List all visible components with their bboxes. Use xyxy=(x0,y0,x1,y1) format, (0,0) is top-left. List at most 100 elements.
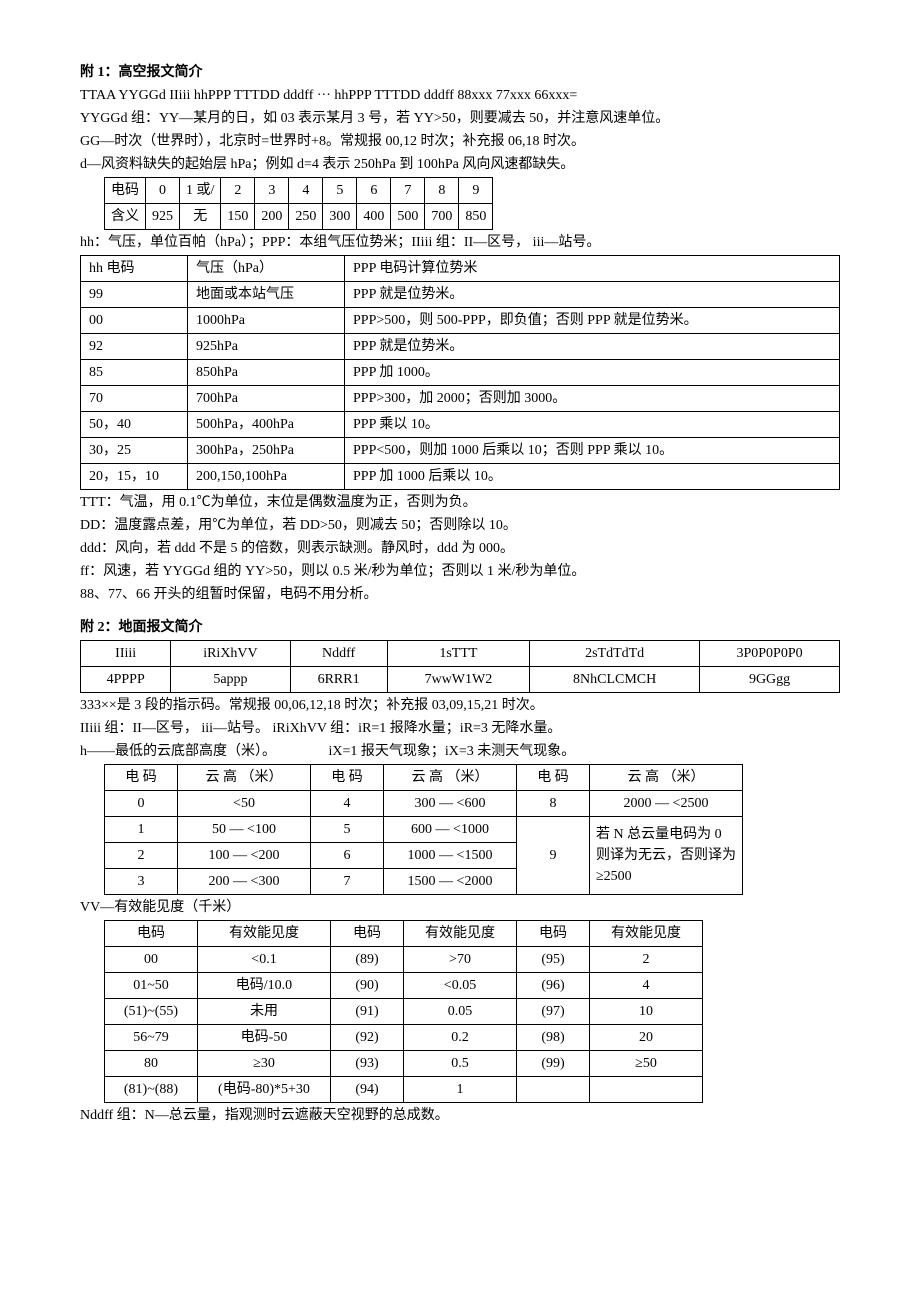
vv20: (51)~(55) xyxy=(105,999,198,1025)
vv01: <0.1 xyxy=(198,947,331,973)
hhr12: PPP>500，则 500-PPP，即负值；否则 PPP 就是位势米。 xyxy=(345,308,840,334)
hhr31: 850hPa xyxy=(188,360,345,386)
sg02: Nddff xyxy=(290,641,387,667)
hhr52: PPP 乘以 10。 xyxy=(345,412,840,438)
t1r7: 400 xyxy=(357,204,391,230)
t1r1: 925 xyxy=(146,204,180,230)
vv31: 电码-50 xyxy=(198,1025,331,1051)
visibility-table: 电码 有效能见度 电码 有效能见度 电码 有效能见度 00<0.1(89)>70… xyxy=(104,920,703,1103)
hhr10: 00 xyxy=(81,308,188,334)
vv33: 0.2 xyxy=(404,1025,517,1051)
hhr60: 30，25 xyxy=(81,438,188,464)
t1h0: 电码 xyxy=(105,178,146,204)
chr-merge9: 9 xyxy=(517,817,590,895)
t1r3: 150 xyxy=(221,204,255,230)
chr13: 600 — <1000 xyxy=(384,817,517,843)
vv30: 56~79 xyxy=(105,1025,198,1051)
t1r0: 含义 xyxy=(105,204,146,230)
sec1-title: 附 1：高空报文简介 xyxy=(80,62,840,83)
s1tail1: DD：温度露点差，用℃为单位，若 DD>50，则减去 50；否则除以 10。 xyxy=(80,515,840,536)
vv43: 0.5 xyxy=(404,1051,517,1077)
hhr72: PPP 加 1000 后乘以 10。 xyxy=(345,464,840,490)
sec1-line1: TTAA YYGGd IIiii hhPPP TTTDD dddff ··· h… xyxy=(80,85,840,106)
t1r6: 300 xyxy=(323,204,357,230)
vv21: 未用 xyxy=(198,999,331,1025)
chr00: 0 xyxy=(105,791,178,817)
vv-title: VV—有效能见度（千米） xyxy=(80,897,840,918)
vv40: 80 xyxy=(105,1051,198,1077)
chr33: 1500 — <2000 xyxy=(384,869,517,895)
vvh4: 电码 xyxy=(517,921,590,947)
vv11: 电码/10.0 xyxy=(198,973,331,999)
hhr30: 85 xyxy=(81,360,188,386)
hhr42: PPP>300，加 2000；否则加 3000。 xyxy=(345,386,840,412)
sg00: IIiii xyxy=(81,641,171,667)
vv24: (97) xyxy=(517,999,590,1025)
sec1-line3: GG—时次（世界时），北京时=世界时+8。常规报 00,12 时次；补充报 06… xyxy=(80,131,840,152)
t1h6: 5 xyxy=(323,178,357,204)
hhh1: 气压（hPa） xyxy=(188,256,345,282)
vv53: 1 xyxy=(404,1077,517,1103)
chr05: 2000 — <2500 xyxy=(590,791,743,817)
t1h9: 8 xyxy=(425,178,459,204)
t1h7: 6 xyxy=(357,178,391,204)
d-code-table: 电码 0 1 或/ 2 3 4 5 6 7 8 9 含义 925 无 150 2… xyxy=(104,177,493,230)
chr12: 5 xyxy=(311,817,384,843)
sg13: 7wwW1W2 xyxy=(387,667,529,693)
vv44: (99) xyxy=(517,1051,590,1077)
t1h2: 1 或/ xyxy=(180,178,221,204)
vv50: (81)~(88) xyxy=(105,1077,198,1103)
hhr00: 99 xyxy=(81,282,188,308)
chr-mergetext: 若 N 总云量电码为 0 则译为无云，否则译为≥2500 xyxy=(590,817,743,895)
t1r9: 700 xyxy=(425,204,459,230)
s2l2: h——最低的云底部高度（米）。 iX=1 报天气现象；iX=3 未测天气现象。 xyxy=(80,741,840,762)
chr02: 4 xyxy=(311,791,384,817)
chr03: 300 — <600 xyxy=(384,791,517,817)
ch1: 云 高 （米） xyxy=(178,765,311,791)
hhr22: PPP 就是位势米。 xyxy=(345,334,840,360)
hhr02: PPP 就是位势米。 xyxy=(345,282,840,308)
sg11: 5appp xyxy=(171,667,290,693)
hhr32: PPP 加 1000。 xyxy=(345,360,840,386)
vv52: (94) xyxy=(331,1077,404,1103)
t1h1: 0 xyxy=(146,178,180,204)
sec1-line4: d—风资料缺失的起始层 hPa；例如 d=4 表示 250hPa 到 100hP… xyxy=(80,154,840,175)
chr23: 1000 — <1500 xyxy=(384,843,517,869)
sg01: iRiXhVV xyxy=(171,641,290,667)
t1r5: 250 xyxy=(289,204,323,230)
t1h8: 7 xyxy=(391,178,425,204)
s1tail4: 88、77、66 开头的组暂时保留，电码不用分析。 xyxy=(80,584,840,605)
s2tail: Nddff 组：N—总云量，指观测时云遮蔽天空视野的总成数。 xyxy=(80,1105,840,1126)
hh-table: hh 电码 气压（hPa） PPP 电码计算位势米 99地面或本站气压PPP 就… xyxy=(80,255,840,490)
t1h4: 3 xyxy=(255,178,289,204)
sec1-line5: hh：气压，单位百帕（hPa）；PPP：本组气压位势米；IIiii 组：II—区… xyxy=(80,232,840,253)
hhr21: 925hPa xyxy=(188,334,345,360)
sg05: 3P0P0P0P0 xyxy=(700,641,840,667)
sg12: 6RRR1 xyxy=(290,667,387,693)
vv35: 20 xyxy=(590,1025,703,1051)
vv10: 01~50 xyxy=(105,973,198,999)
chr22: 6 xyxy=(311,843,384,869)
vv22: (91) xyxy=(331,999,404,1025)
vv15: 4 xyxy=(590,973,703,999)
ch0: 电 码 xyxy=(105,765,178,791)
vv42: (93) xyxy=(331,1051,404,1077)
chr30: 3 xyxy=(105,869,178,895)
vv51: (电码-80)*5+30 xyxy=(198,1077,331,1103)
sg03: 1sTTT xyxy=(387,641,529,667)
chr11: 50 — <100 xyxy=(178,817,311,843)
vv32: (92) xyxy=(331,1025,404,1051)
hhr71: 200,150,100hPa xyxy=(188,464,345,490)
sg15: 9GGgg xyxy=(700,667,840,693)
ch4: 电 码 xyxy=(517,765,590,791)
chr21: 100 — <200 xyxy=(178,843,311,869)
vvh3: 有效能见度 xyxy=(404,921,517,947)
ch5: 云 高 （米） xyxy=(590,765,743,791)
sec2-title: 附 2：地面报文简介 xyxy=(80,617,840,638)
chr10: 1 xyxy=(105,817,178,843)
vv00: 00 xyxy=(105,947,198,973)
hhr40: 70 xyxy=(81,386,188,412)
hhr20: 92 xyxy=(81,334,188,360)
chr31: 200 — <300 xyxy=(178,869,311,895)
hhr50: 50，40 xyxy=(81,412,188,438)
